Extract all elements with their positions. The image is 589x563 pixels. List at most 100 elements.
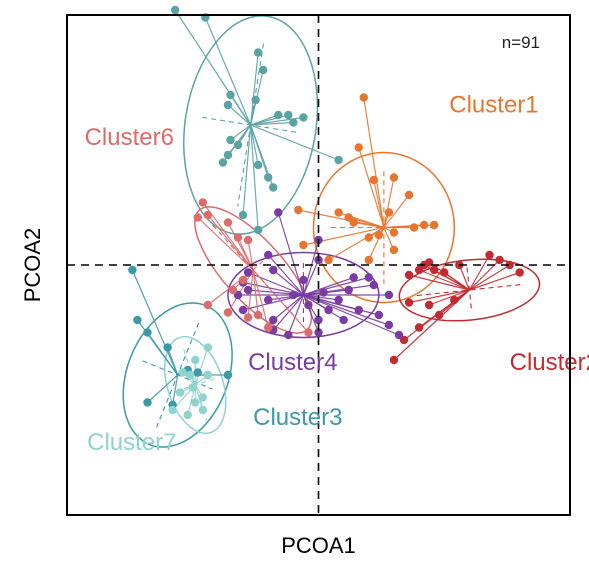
cluster4-spoke-26 [303, 294, 329, 311]
cluster5-point-0 [170, 5, 180, 15]
cluster2-point-5 [404, 270, 414, 280]
cluster3-spoke-3 [167, 347, 179, 376]
cluster1-point-11 [429, 220, 439, 230]
cluster5-spoke-4 [229, 94, 252, 126]
cluster2-point-11 [404, 298, 414, 307]
cluster1-point-10 [409, 223, 419, 232]
cluster2-point-16 [389, 355, 399, 365]
cluster-points [128, 5, 524, 420]
cluster2-spoke-9 [469, 271, 520, 291]
cluster1-ellipse [312, 151, 456, 304]
cluster4-spoke-8 [303, 276, 354, 296]
cluster3-point-8 [143, 398, 152, 407]
cluster6-point-9 [243, 313, 253, 322]
cluster4-point-25 [264, 295, 273, 305]
cluster4-point-20 [354, 305, 363, 315]
cluster1-point-15 [389, 245, 399, 255]
cluster6-point-5 [243, 235, 253, 245]
cluster7-label: Cluster7 [87, 429, 176, 456]
cluster6-point-6 [238, 275, 248, 285]
cluster6-point-2 [193, 213, 202, 222]
cluster4-point-22 [284, 330, 293, 340]
sample-count-annotation: n=91 [502, 33, 540, 52]
cluster6-spoke-10 [252, 269, 259, 316]
cluster5-spoke-20 [249, 124, 259, 231]
cluster2-label: Cluster2 [510, 349, 589, 376]
cluster4-spoke-28 [303, 294, 390, 326]
cluster6-label: Cluster6 [85, 124, 174, 151]
cluster2-spoke-12 [428, 289, 470, 306]
cluster1-spoke-19 [353, 221, 384, 229]
cluster1-point-9 [419, 220, 429, 230]
cluster7-point-5 [175, 388, 185, 397]
cluster5-point-5 [251, 95, 260, 105]
cluster4-spoke-1 [302, 239, 320, 296]
cluster1-point-19 [349, 218, 358, 227]
cluster5-point-16 [264, 173, 273, 182]
cluster6-point-11 [264, 323, 273, 332]
cluster4-point-27 [374, 310, 384, 320]
cluster6-spoke-12 [252, 269, 309, 333]
cluster4-spoke-22 [287, 294, 304, 336]
cluster7-ellipse [164, 335, 227, 435]
cluster2-spoke-6 [458, 264, 470, 291]
cluster4-spoke-2 [267, 254, 304, 296]
plot-frame [66, 14, 571, 516]
cluster5-spoke-18 [250, 124, 339, 161]
cluster4-spoke-18 [272, 294, 304, 321]
cluster1-point-1 [354, 143, 363, 152]
cluster5-point-7 [274, 110, 283, 120]
cluster1-point-18 [299, 240, 308, 250]
cluster2-point-2 [414, 265, 424, 275]
cluster7-point-4 [188, 383, 197, 392]
cluster2-spoke-8 [469, 264, 510, 291]
cluster2-spoke-11 [408, 289, 470, 304]
cluster4-point-15 [243, 285, 253, 295]
cluster5-spoke-14 [250, 124, 259, 166]
cluster5-spoke-1 [204, 17, 252, 126]
confidence-ellipses [122, 15, 541, 448]
cluster4-spoke-0 [277, 212, 304, 296]
cluster6-spoke-1 [207, 214, 254, 271]
cluster4-spoke-9 [303, 276, 369, 296]
cluster6-spoke-2 [197, 217, 254, 271]
cluster5-point-13 [223, 150, 233, 160]
cluster5-point-9 [299, 113, 308, 122]
cluster1-spoke-4 [383, 194, 410, 228]
cluster7-spoke-0 [194, 347, 209, 386]
cluster6-spoke-9 [247, 269, 254, 318]
cluster4-point-31 [334, 295, 343, 305]
cluster5-point-14 [253, 160, 263, 170]
cluster3-spoke-9 [172, 374, 179, 406]
cluster1-point-4 [404, 190, 414, 200]
cluster2-point-12 [424, 300, 434, 310]
cluster6-point-8 [223, 308, 233, 317]
cluster4-point-6 [269, 265, 278, 275]
cluster4-point-19 [314, 315, 323, 325]
cluster4-point-12 [319, 288, 328, 297]
cluster6-spoke-8 [227, 269, 254, 313]
cluster5-point-12 [233, 140, 243, 150]
cluster1-point-12 [389, 228, 399, 237]
cluster5-point-11 [226, 135, 235, 145]
cluster6-point-10 [253, 310, 263, 320]
cluster7-point-3 [186, 370, 195, 380]
cluster4-point-16 [289, 290, 298, 300]
cluster3-label: Cluster3 [253, 404, 342, 431]
cluster2-point-4 [440, 268, 449, 277]
cluster4-spoke-27 [303, 294, 380, 316]
cluster1-point-5 [334, 208, 343, 217]
cluster5-point-10 [289, 118, 298, 127]
cluster4-point-18 [269, 315, 278, 325]
cluster2-point-15 [414, 323, 424, 332]
cluster6-point-7 [228, 285, 238, 295]
cluster4-spoke-25 [268, 294, 304, 301]
cluster4-point-13 [344, 285, 353, 295]
cluster2-point-13 [435, 310, 444, 320]
cluster5-point-19 [238, 210, 248, 220]
cluster3-spoke-8 [147, 374, 179, 403]
cluster4-point-26 [324, 305, 333, 315]
cluster5-label: Cluster5 [178, 0, 267, 4]
cluster3-spoke-0 [131, 269, 179, 376]
